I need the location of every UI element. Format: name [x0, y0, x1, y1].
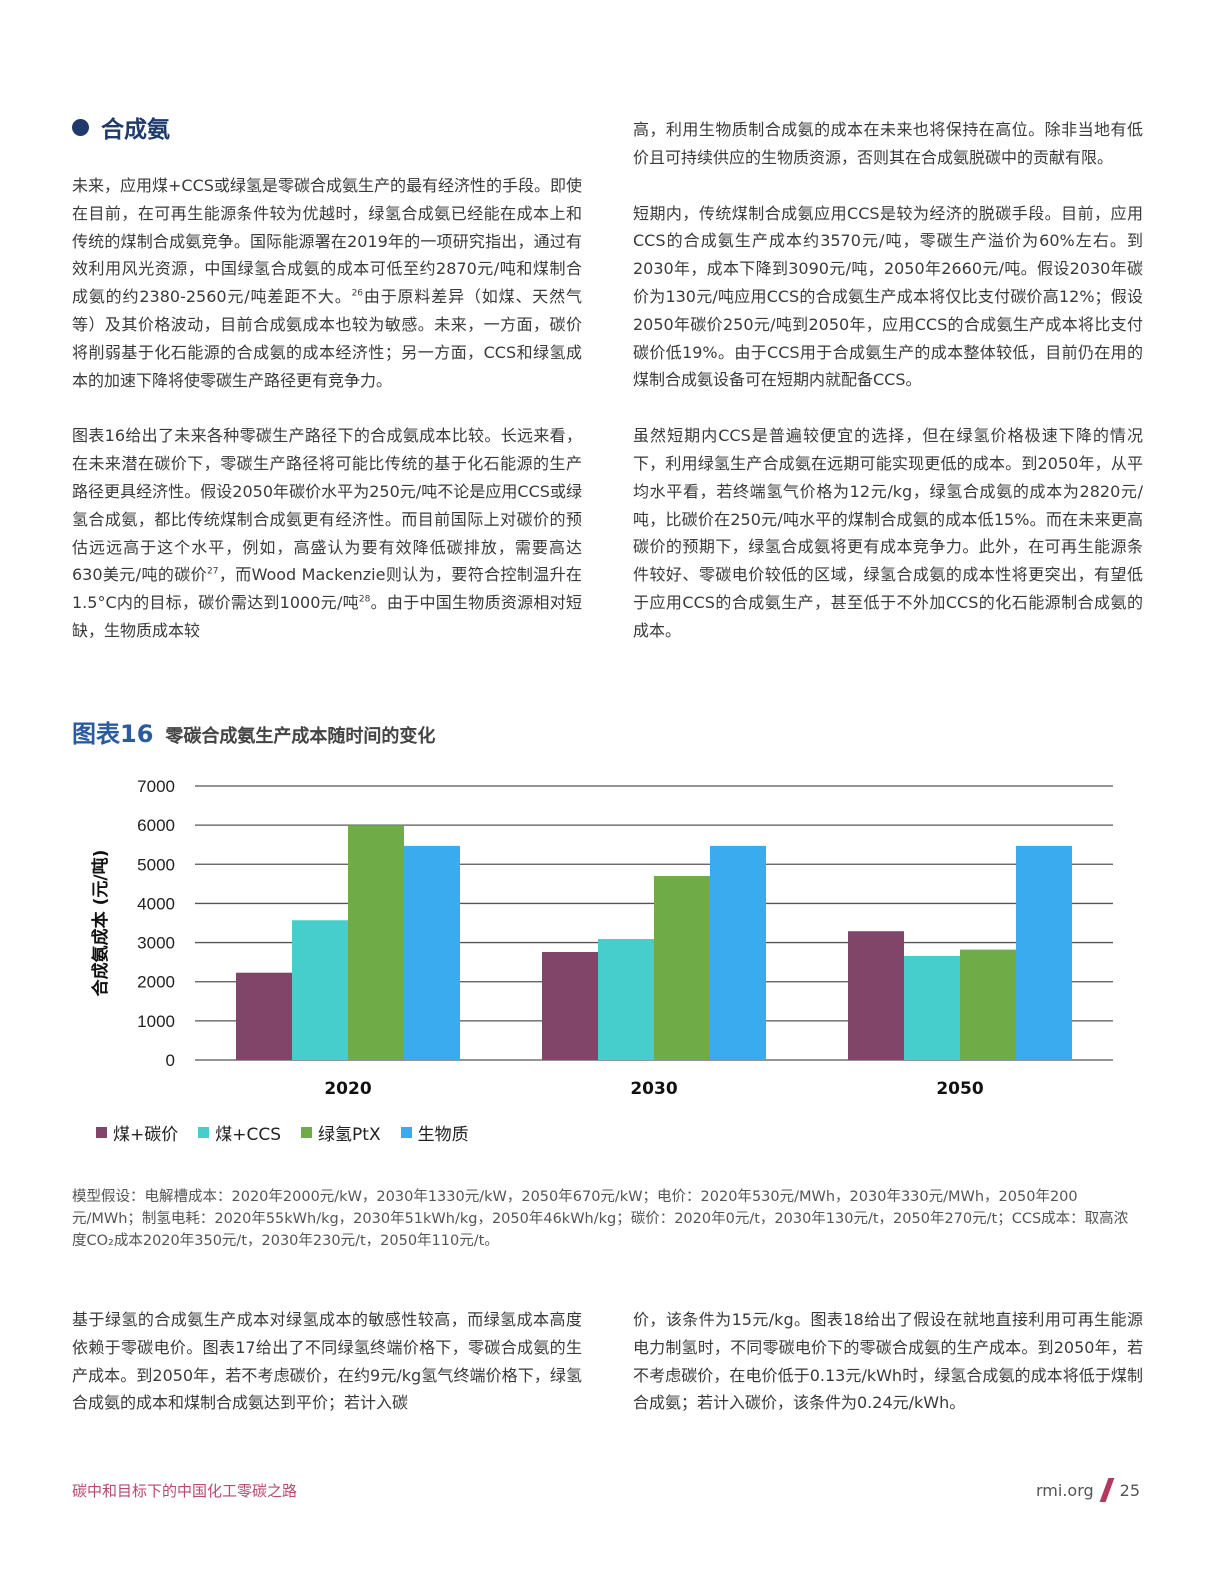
x-tick-label: 2030: [630, 1079, 677, 1099]
y-tick-label: 5000: [137, 855, 175, 874]
bar-chart: 0 1000 2000 3000 4000 5000 6000 7000 合成氨成本 (元/吨)…: [90, 777, 1113, 1099]
bar-2030-3: [710, 845, 766, 1060]
page-number: 25: [1119, 1480, 1140, 1500]
bar-2030-0: [542, 951, 598, 1060]
bar-2030-2: [654, 876, 710, 1060]
bar-2050-0: [848, 931, 904, 1060]
text: ，而Wood Mackenzie则认为，要符合控制温升在1.5°C内的目标，碳价…: [72, 565, 582, 613]
legend-label: 煤+碳价: [113, 1125, 179, 1145]
legend-label: 绿氢PtX: [318, 1125, 381, 1145]
paragraph: 虽然短期内CCS是普遍较便宜的选择，但在绿氢价格极速下降的情况下，利用绿氢生产合…: [633, 426, 1143, 640]
model-assumptions-note: 模型假设：电解槽成本：2020年2000元/kW，2030年1330元/kW，2…: [72, 1189, 1129, 1249]
paragraph: 基于绿氢的合成氨生产成本对绿氢成本的敏感性较高，而绿氢成本高度依赖于零碳电价。图…: [72, 1310, 582, 1413]
left-column: 未来，应用煤+CCS或绿氢是零碳合成氨生产的最有经济性的手段。即使在目前，在可再…: [72, 172, 582, 673]
x-tick-label: 2020: [324, 1079, 371, 1099]
paragraph: 图表16给出了未来各种零碳生产路径下的合成氨成本比较。长远来看，在未来潜在碳价下…: [72, 422, 582, 644]
bar-2020-2: [348, 825, 404, 1060]
paragraph: 高，利用生物质制合成氨的成本在未来也将保持在高位。除非当地有低价且可持续供应的生…: [633, 120, 1143, 167]
section-heading: 合成氨: [72, 110, 170, 144]
right-column: 高，利用生物质制合成氨的成本在未来也将保持在高位。除非当地有低价且可持续供应的生…: [633, 116, 1143, 673]
y-tick-label: 6000: [137, 816, 175, 835]
legend-swatch: [198, 1127, 210, 1138]
bar-2050-3: [1016, 845, 1072, 1060]
figure-title: 图表16 零碳合成氨生产成本随时间的变化: [72, 714, 435, 749]
legend-item: 绿氢PtX: [301, 1120, 381, 1145]
x-tick-label: 2050: [936, 1079, 983, 1099]
footnote-ref: 26: [351, 288, 364, 299]
y-axis-label: 合成氨成本 (元/吨): [90, 850, 111, 997]
legend-swatch: [400, 1127, 412, 1138]
paragraph: 短期内，传统煤制合成氨应用CCS是较为经济的脱碳手段。目前，应用CCS的合成氨生…: [633, 203, 1143, 390]
bullet-icon: [72, 118, 89, 136]
legend-label: 煤+CCS: [215, 1125, 282, 1145]
text: 未来，应用煤+CCS或绿氢是零碳合成氨生产的最有经济性的手段。即使在目前，在可再…: [72, 176, 582, 307]
footer-title: 碳中和目标下的中国化工零碳之路: [72, 1482, 298, 1500]
legend-item: 煤+CCS: [198, 1120, 281, 1145]
footnote-ref: 27: [206, 567, 219, 578]
bottom-left-column: 基于绿氢的合成氨生产成本对绿氢成本的敏感性较高，而绿氢成本高度依赖于零碳电价。图…: [72, 1306, 582, 1445]
text: 图表16给出了未来各种零碳生产路径下的合成氨成本比较。长远来看，在未来潜在碳价下…: [72, 426, 582, 585]
legend-item: 煤+碳价: [96, 1120, 178, 1145]
site-link[interactable]: rmi.org: [1035, 1480, 1094, 1500]
section-title: 合成氨: [101, 117, 170, 143]
text: 。由于中国生物质资源相对短缺，生物质成本较: [72, 593, 582, 640]
text: 由于原料差异（如煤、天然气等）及其价格波动，目前合成氨成本也较为敏感。未来，一方…: [72, 287, 582, 390]
y-tick-label: 2000: [137, 973, 175, 992]
footnote-ref: 28: [358, 594, 371, 605]
bar-2030-1: [598, 939, 654, 1060]
legend-swatch: [96, 1127, 107, 1138]
paragraph: 价，该条件为15元/kg。图表18给出了假设在就地直接利用可再生能源电力制氢时，…: [633, 1310, 1143, 1413]
bar-2050-2: [960, 949, 1016, 1060]
figure-caption: 零碳合成氨生产成本随时间的变化: [165, 726, 436, 747]
bar-2020-1: [292, 920, 348, 1060]
y-tick-label: 3000: [137, 934, 175, 953]
chart-legend: 煤+碳价 煤+CCS 绿氢PtX 生物质: [96, 1120, 469, 1145]
y-tick-label: 0: [166, 1051, 175, 1070]
footer-right: rmi.org 25: [1036, 1478, 1140, 1502]
y-tick-label: 7000: [137, 777, 175, 796]
paragraph: 未来，应用煤+CCS或绿氢是零碳合成氨生产的最有经济性的手段。即使在目前，在可再…: [72, 172, 582, 394]
bar-2050-1: [904, 955, 960, 1060]
slash-icon: [1099, 1478, 1115, 1502]
y-tick-label: 1000: [137, 1012, 175, 1031]
legend-swatch: [301, 1127, 313, 1138]
figure-number: 图表16: [72, 720, 154, 748]
y-tick-label: 4000: [137, 894, 175, 913]
bar-2020-3: [404, 845, 460, 1060]
legend-label: 生物质: [417, 1125, 469, 1145]
legend-item: 生物质: [400, 1120, 469, 1145]
bar-2020-0: [236, 972, 292, 1060]
bottom-right-column: 价，该条件为15元/kg。图表18给出了假设在就地直接利用可再生能源电力制氢时，…: [633, 1306, 1143, 1445]
